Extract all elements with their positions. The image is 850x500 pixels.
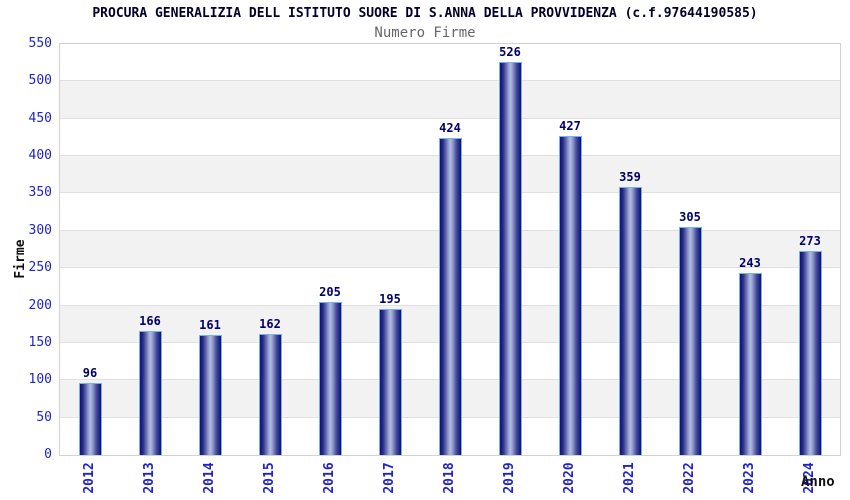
- bar-2024: [798, 251, 822, 455]
- bar-value-2012: 96: [82, 366, 98, 380]
- bar-2012: [78, 383, 102, 455]
- bar-value-2015: 162: [259, 317, 281, 331]
- y-tick-200: 200: [28, 297, 52, 313]
- bar-value-2021: 359: [619, 170, 641, 184]
- x-tick-2021: 2021: [610, 458, 650, 498]
- chart-subtitle: Numero Firme: [374, 25, 476, 41]
- bar-value-2022: 305: [679, 210, 701, 224]
- bar-2018: [438, 138, 462, 455]
- x-tick-label: 2020: [562, 462, 577, 494]
- x-tick-2017: 2017: [370, 458, 410, 498]
- x-tick-label: 2021: [622, 462, 637, 494]
- bar-value-2023: 243: [739, 256, 761, 270]
- y-tick-500: 500: [28, 73, 52, 89]
- plot-area: 96 166 161 162 205 195 424 526 427 359 305 243 273: [59, 43, 841, 456]
- x-tick-label: 2017: [382, 462, 397, 494]
- x-axis-label: Anno: [801, 474, 835, 490]
- x-tick-2015: 2015: [250, 458, 290, 498]
- x-tick-label: 2012: [82, 462, 97, 494]
- y-tick-250: 250: [28, 260, 52, 276]
- x-tick-label: 2014: [202, 462, 217, 494]
- x-tick-label: 2013: [142, 462, 157, 494]
- grid-band: [60, 81, 840, 119]
- bar-2015: [258, 334, 282, 455]
- x-tick-label: 2023: [742, 462, 757, 494]
- y-tick-550: 550: [28, 36, 52, 51]
- bar-2016: [318, 302, 342, 455]
- bar-2017: [378, 309, 402, 455]
- y-tick-0: 0: [44, 447, 52, 462]
- x-tick-2023: 2023: [730, 458, 770, 498]
- grid-band: [60, 44, 840, 82]
- bar-2023: [738, 273, 762, 455]
- x-tick-label: 2019: [502, 462, 517, 494]
- bar-value-2013: 166: [139, 314, 161, 328]
- x-tick-2020: 2020: [550, 458, 590, 498]
- x-tick-label: 2022: [682, 462, 697, 494]
- bar-2020: [558, 136, 582, 455]
- x-tick-2013: 2013: [130, 458, 170, 498]
- x-tick-2019: 2019: [490, 458, 530, 498]
- y-tick-400: 400: [28, 148, 52, 164]
- x-tick-2022: 2022: [670, 458, 710, 498]
- x-tick-label: 2018: [442, 462, 457, 494]
- x-tick-2016: 2016: [310, 458, 350, 498]
- bar-value-2014: 161: [199, 318, 221, 332]
- bar-value-2016: 205: [319, 285, 341, 299]
- y-tick-150: 150: [28, 334, 52, 350]
- bar-2022: [678, 227, 702, 455]
- x-tick-label: 2015: [262, 462, 277, 494]
- bar-value-2024: 273: [799, 234, 821, 248]
- y-tick-300: 300: [28, 222, 52, 238]
- chart-title: PROCURA GENERALIZIA DELL ISTITUTO SUORE …: [92, 6, 758, 21]
- y-tick-350: 350: [28, 185, 52, 201]
- bar-value-2020: 427: [559, 119, 581, 133]
- y-tick-100: 100: [28, 372, 52, 388]
- x-tick-2012: 2012: [70, 458, 110, 498]
- bar-2014: [198, 335, 222, 455]
- y-tick-450: 450: [28, 110, 52, 126]
- bar-2013: [138, 331, 162, 455]
- bar-2019: [498, 62, 522, 455]
- bar-value-2018: 424: [439, 121, 461, 135]
- bar-2021: [618, 187, 642, 455]
- x-tick-2014: 2014: [190, 458, 230, 498]
- x-tick-label: 2016: [322, 462, 337, 494]
- y-tick-50: 50: [36, 409, 52, 425]
- bar-value-2019: 526: [499, 45, 521, 59]
- x-tick-2018: 2018: [430, 458, 470, 498]
- bar-value-2017: 195: [379, 292, 401, 306]
